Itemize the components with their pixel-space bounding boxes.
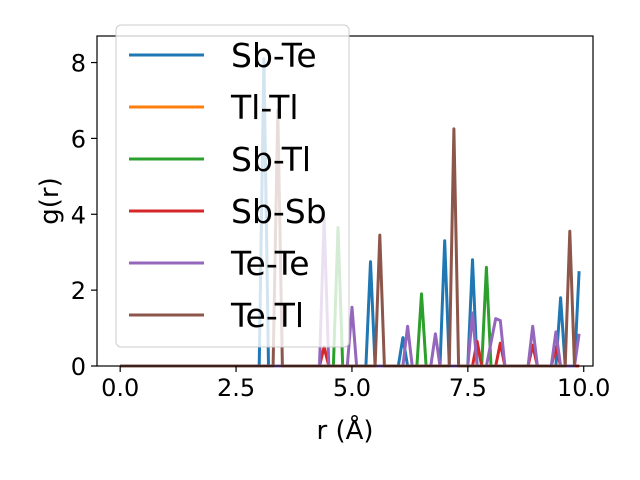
- y-tick-label: 4: [71, 201, 86, 229]
- legend-label: Te-Tl: [230, 296, 304, 335]
- x-tick-label: 0.0: [101, 374, 139, 402]
- y-axis-label: g(r): [35, 177, 65, 224]
- y-tick-label: 8: [71, 50, 86, 78]
- ticks-layer: 0.0 2.5 5.0 7.5 10.0 0 2 4 6 8: [71, 50, 611, 402]
- legend-label: Sb-Tl: [231, 140, 311, 179]
- legend-label: Te-Te: [230, 244, 310, 283]
- legend-label: Tl-Tl: [230, 88, 299, 127]
- x-tick-label: 2.5: [217, 374, 255, 402]
- legend-label: Sb-Sb: [231, 192, 327, 231]
- y-tick-label: 2: [71, 277, 86, 305]
- legend: Sb-Te Tl-Tl Sb-Tl Sb-Sb Te-Te Te-Tl: [115, 24, 350, 348]
- x-tick-label: 7.5: [449, 374, 487, 402]
- legend-label: Sb-Te: [231, 36, 317, 75]
- x-axis-label: r (Å): [316, 414, 373, 446]
- y-tick-label: 0: [71, 353, 86, 381]
- x-tick-label: 10.0: [557, 374, 610, 402]
- x-tick-label: 5.0: [333, 374, 371, 402]
- y-tick-label: 6: [71, 125, 86, 153]
